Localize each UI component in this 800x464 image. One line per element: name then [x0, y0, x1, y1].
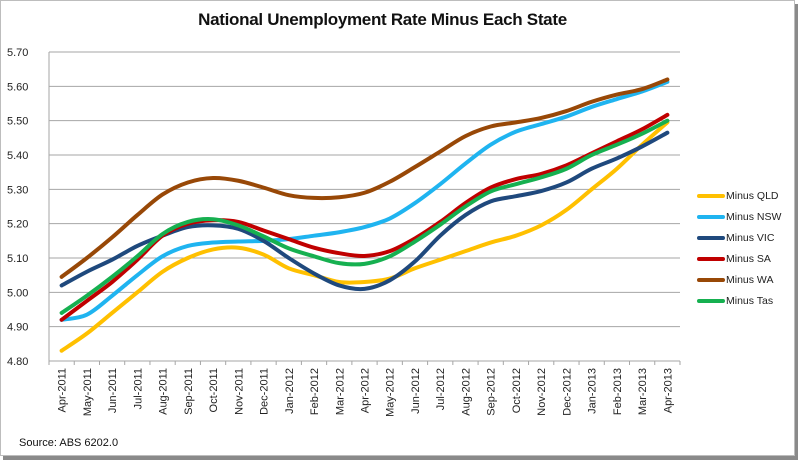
legend-item: Minus QLD — [697, 185, 781, 206]
y-tick-label: 5.00 — [7, 287, 28, 299]
y-tick-label: 5.20 — [7, 219, 28, 231]
x-tick-label: May-2012 — [385, 368, 397, 417]
source-note: Source: ABS 6202.0 — [19, 437, 119, 449]
x-tick-label: Nov-2012 — [536, 368, 548, 416]
series-line-minus-nsw — [59, 79, 670, 322]
x-tick-label: Sep-2012 — [486, 368, 498, 416]
legend-swatch — [697, 298, 725, 303]
legend-item: Minus WA — [697, 269, 781, 290]
series-line-minus-wa — [59, 77, 670, 279]
y-tick-label: 5.50 — [7, 116, 28, 128]
x-tick-label: Aug-2012 — [460, 368, 472, 416]
x-tick-label: Jun-2011 — [107, 368, 119, 413]
x-tick-label: Dec-2011 — [259, 368, 271, 415]
legend-item: Minus SA — [697, 248, 781, 269]
x-tick-label: Oct-2012 — [511, 368, 523, 413]
y-tick-label: 4.90 — [7, 322, 28, 334]
legend-swatch — [697, 193, 725, 198]
legend-label: Minus WA — [726, 273, 774, 286]
x-tick-label: Jun-2012 — [410, 368, 422, 414]
x-tick-label: Apr-2011 — [57, 368, 69, 412]
legend-swatch — [697, 277, 725, 282]
x-tick-label: Mar-2012 — [334, 368, 346, 415]
x-tick-label: Jul-2012 — [435, 368, 447, 410]
x-tick-label: Jan-2012 — [284, 368, 296, 414]
y-axis-tick-labels: 4.80 4.90 5.00 5.10 5.20 5.30 5.40 5.50 5.60 5.70 — [7, 47, 28, 368]
x-tick-label: Oct-2011 — [208, 368, 220, 412]
y-tick-label: 5.10 — [7, 253, 28, 265]
legend-label: Minus Tas — [726, 294, 774, 307]
x-tick-label: Feb-2012 — [309, 368, 321, 415]
series-lines — [59, 77, 670, 353]
legend-label: Minus NSW — [726, 210, 782, 223]
x-tick-label: Nov-2011 — [233, 368, 245, 415]
x-tick-label: Dec-2012 — [561, 368, 573, 416]
legend-swatch — [697, 256, 725, 261]
x-axis: Apr-2011 May-2011 Jun-2011 Jul-2011 Aug-2011… — [48, 360, 681, 417]
legend-label: Minus QLD — [726, 189, 779, 202]
series-line-minus-qld — [59, 120, 670, 353]
gridlines — [48, 51, 680, 361]
x-tick-label: Sep-2011 — [183, 368, 195, 415]
y-tick-label: 4.80 — [7, 356, 28, 368]
x-tick-label: Jan-2013 — [587, 368, 599, 414]
y-tick-label: 5.40 — [7, 150, 28, 162]
x-tick-label: Apr-2013 — [662, 368, 674, 413]
chart-title: National Unemployment Rate Minus Each St… — [198, 10, 567, 29]
x-tick-label: Feb-2013 — [612, 368, 624, 415]
legend-item: Minus Tas — [697, 290, 781, 311]
x-tick-label: Jul-2011 — [132, 368, 144, 409]
legend-label: Minus VIC — [726, 231, 775, 244]
legend-swatch — [697, 235, 725, 240]
legend: Minus QLD Minus NSW Minus VIC Minus SA Minus… — [697, 185, 781, 311]
chart-frame — [0, 0, 795, 456]
series-line-minus-tas — [59, 118, 670, 315]
legend-label: Minus SA — [726, 252, 771, 265]
y-tick-label: 5.30 — [7, 184, 28, 196]
legend-item: Minus VIC — [697, 227, 781, 248]
legend-item: Minus NSW — [697, 206, 781, 227]
y-tick-label: 5.70 — [7, 47, 28, 59]
x-tick-label: Apr-2012 — [360, 368, 372, 413]
y-tick-label: 5.60 — [7, 81, 28, 93]
x-tick-label: Mar-2013 — [637, 368, 649, 415]
x-tick-label: May-2011 — [82, 368, 94, 416]
legend-swatch — [697, 214, 725, 219]
x-tick-label: Aug-2011 — [158, 368, 170, 415]
